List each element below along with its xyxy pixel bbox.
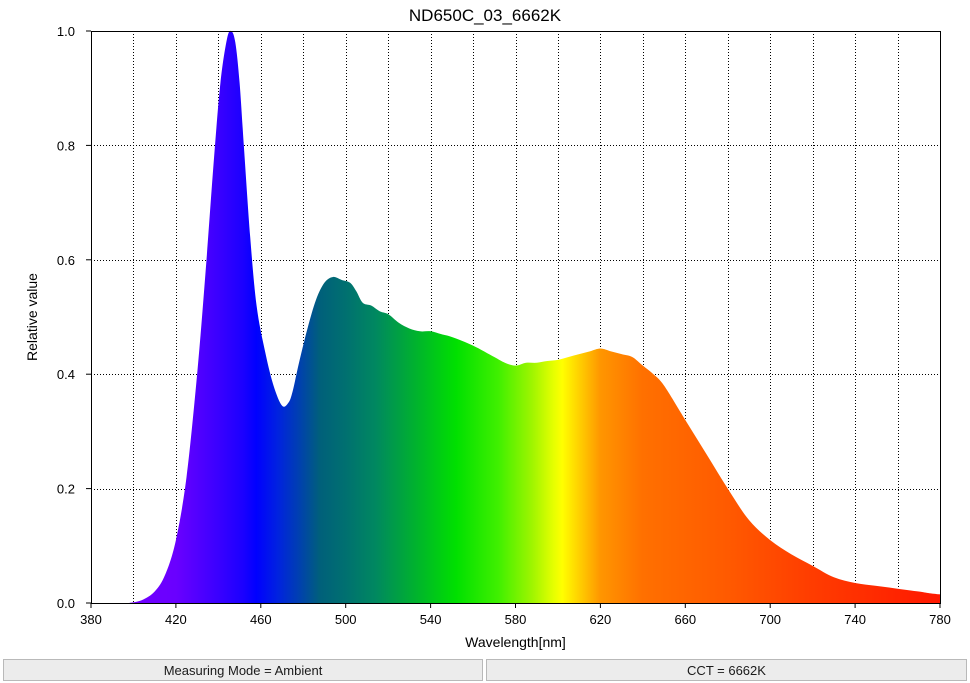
y-tick-label: 0.8 xyxy=(57,138,75,153)
y-tick-label: 0.0 xyxy=(57,596,75,611)
x-tick-label: 500 xyxy=(335,612,357,627)
y-axis-label: Relative value xyxy=(24,273,40,361)
y-tick-label: 0.4 xyxy=(57,367,75,382)
x-axis-ticks: 380 420 460 500 540 580 620 660 700 740 780 xyxy=(80,603,951,627)
measuring-mode-status: Measuring Mode = Ambient xyxy=(3,659,483,681)
spectrum-chart: 380 420 460 500 540 580 620 660 700 740 780 0.0 0.2… xyxy=(24,24,951,650)
x-tick-label: 420 xyxy=(165,612,187,627)
y-axis-ticks: 0.0 0.2 0.4 0.6 0.8 1.0 xyxy=(57,24,91,611)
x-tick-label: 700 xyxy=(759,612,781,627)
x-axis-label: Wavelength[nm] xyxy=(465,634,566,650)
y-tick-label: 1.0 xyxy=(57,24,75,39)
x-tick-label: 780 xyxy=(929,612,951,627)
x-tick-label: 380 xyxy=(80,612,102,627)
x-tick-label: 580 xyxy=(505,612,527,627)
y-tick-label: 0.6 xyxy=(57,253,75,268)
x-tick-label: 540 xyxy=(420,612,442,627)
x-tick-label: 740 xyxy=(844,612,866,627)
cct-status: CCT = 6662K xyxy=(486,659,967,681)
spectrum-area xyxy=(129,30,940,603)
chart-title: ND650C_03_6662K xyxy=(408,6,562,25)
x-tick-label: 620 xyxy=(590,612,612,627)
y-tick-label: 0.2 xyxy=(57,482,75,497)
x-tick-label: 660 xyxy=(674,612,696,627)
x-tick-label: 460 xyxy=(250,612,272,627)
